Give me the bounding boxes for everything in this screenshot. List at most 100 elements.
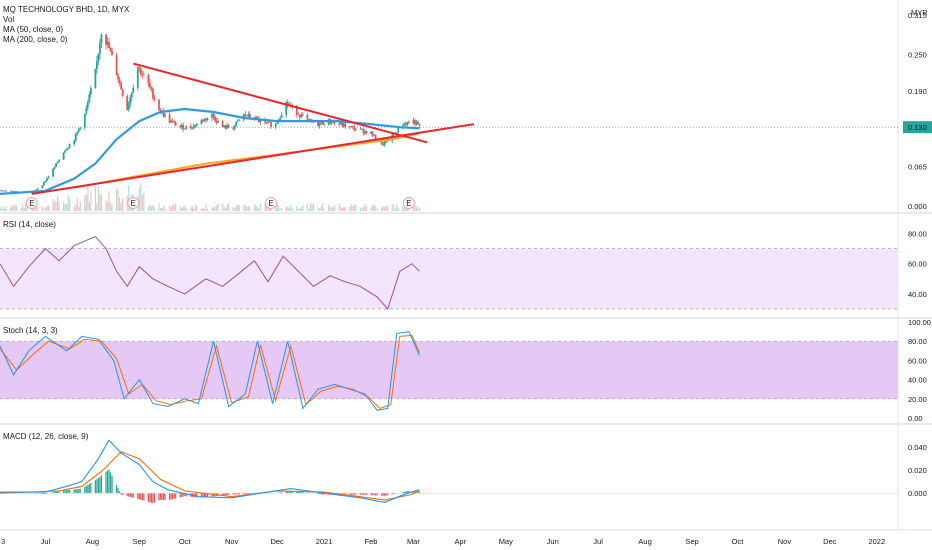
candle-body bbox=[142, 74, 145, 76]
candle-body bbox=[96, 60, 98, 69]
volume-bar bbox=[259, 203, 262, 211]
candle-body bbox=[183, 128, 186, 130]
earnings-marker[interactable] bbox=[402, 197, 415, 209]
candle-body bbox=[73, 140, 76, 145]
volume-bar bbox=[20, 207, 22, 211]
ma200-legend[interactable]: MA (200, close, 0) bbox=[3, 35, 68, 44]
candle-body bbox=[286, 101, 289, 106]
volume-bar bbox=[249, 206, 251, 211]
candle-body bbox=[235, 121, 238, 126]
volume-bar bbox=[175, 203, 177, 211]
macd-histogram-bar bbox=[100, 475, 103, 494]
macd-histogram-bar bbox=[99, 476, 101, 494]
ma50-legend[interactable]: MA (50, close, 0) bbox=[3, 25, 64, 34]
volume-bar bbox=[328, 204, 330, 211]
macd-histogram-bar bbox=[184, 493, 186, 497]
volume-bar bbox=[306, 203, 309, 211]
candle-body bbox=[244, 114, 247, 116]
candle-body bbox=[194, 124, 197, 126]
volume-bar bbox=[96, 203, 98, 211]
candle-body bbox=[192, 124, 195, 129]
macd-histogram-bar bbox=[321, 493, 324, 495]
candle-body bbox=[202, 120, 204, 122]
volume-bar bbox=[141, 195, 143, 211]
candle-body bbox=[83, 114, 86, 128]
candle-body bbox=[129, 97, 132, 105]
trendline[interactable] bbox=[133, 62, 428, 144]
time-tick-label: Nov bbox=[778, 537, 792, 546]
macd-histogram-bar bbox=[169, 493, 171, 500]
volume-bar bbox=[13, 206, 15, 211]
volume-bar bbox=[22, 203, 24, 211]
candle-body bbox=[339, 122, 342, 125]
macd-histogram-bar bbox=[78, 488, 80, 494]
macd-histogram-bar bbox=[228, 493, 230, 495]
volume-bar bbox=[138, 187, 140, 211]
time-tick-label: Feb bbox=[365, 537, 378, 546]
volume-bar bbox=[237, 204, 239, 211]
macd-histogram-bar bbox=[158, 493, 160, 501]
candle-body bbox=[407, 122, 410, 124]
volume-bar bbox=[206, 208, 209, 211]
earnings-marker[interactable] bbox=[265, 197, 278, 209]
volume-bar bbox=[69, 198, 71, 211]
volume-bar bbox=[238, 205, 240, 211]
volume-bar bbox=[43, 208, 45, 211]
macd-histogram-bar bbox=[181, 493, 183, 497]
candle-body bbox=[274, 123, 277, 127]
stoch-legend[interactable]: Stoch (14, 3, 3) bbox=[3, 326, 58, 336]
volume-bar bbox=[364, 203, 366, 211]
candle-body bbox=[295, 105, 298, 115]
volume-bar bbox=[170, 206, 172, 211]
macd-histogram-bar bbox=[116, 485, 118, 494]
volume-bar bbox=[281, 208, 283, 211]
candle-body bbox=[268, 121, 271, 123]
volume-bar bbox=[323, 208, 325, 211]
macd-histogram-bar bbox=[343, 493, 345, 495]
stoch-tick-label: 100.00 bbox=[908, 318, 931, 327]
macd-histogram-bar bbox=[185, 493, 187, 497]
macd-histogram-bar bbox=[203, 493, 206, 498]
candle-body bbox=[348, 126, 351, 128]
macd-histogram-bar bbox=[393, 493, 395, 495]
macd-histogram-bar bbox=[352, 493, 354, 495]
macd-histogram-bar bbox=[126, 493, 128, 497]
volume-bar bbox=[193, 208, 195, 211]
macd-legend[interactable]: MACD (12, 26, close, 9) bbox=[3, 432, 88, 442]
volume-bar bbox=[349, 206, 351, 211]
candle-body bbox=[100, 34, 103, 43]
volume-bar bbox=[276, 203, 278, 211]
candle-body bbox=[365, 131, 368, 134]
earnings-marker[interactable] bbox=[127, 197, 140, 209]
candle-body bbox=[117, 74, 120, 80]
macd-histogram-bar bbox=[320, 493, 322, 495]
rsi-legend[interactable]: RSI (14, close) bbox=[3, 220, 56, 230]
trendline[interactable] bbox=[31, 123, 475, 195]
candle-body bbox=[383, 141, 386, 146]
rsi-line bbox=[0, 235, 420, 310]
volume-bar bbox=[312, 203, 315, 211]
candle-body bbox=[232, 127, 235, 129]
candle-body bbox=[41, 185, 44, 189]
volume-bar bbox=[173, 204, 175, 211]
candle-body bbox=[333, 122, 336, 123]
earnings-marker[interactable] bbox=[25, 197, 38, 209]
volume-bar bbox=[66, 203, 68, 211]
volume-bar bbox=[35, 205, 37, 211]
macd-histogram-bar bbox=[143, 493, 145, 501]
candle-body bbox=[97, 53, 100, 61]
volume-bar bbox=[361, 207, 363, 211]
vol-legend[interactable]: Vol bbox=[3, 15, 15, 24]
volume-bar bbox=[3, 208, 6, 211]
candle-body bbox=[111, 51, 113, 56]
volume-bar bbox=[365, 206, 368, 211]
symbol-title[interactable]: MQ TECHNOLOGY BHD, 1D, MYX bbox=[3, 5, 130, 14]
macd-histogram-bar bbox=[105, 471, 107, 494]
macd-histogram-bar bbox=[194, 493, 196, 498]
price-tick-label: 0.190 bbox=[908, 87, 927, 96]
stoch-title: Stoch (14, 3, 3) bbox=[3, 326, 58, 335]
volume-bar bbox=[200, 208, 203, 211]
macd-histogram-bar bbox=[200, 493, 203, 498]
macd-histogram-bar bbox=[41, 493, 44, 495]
